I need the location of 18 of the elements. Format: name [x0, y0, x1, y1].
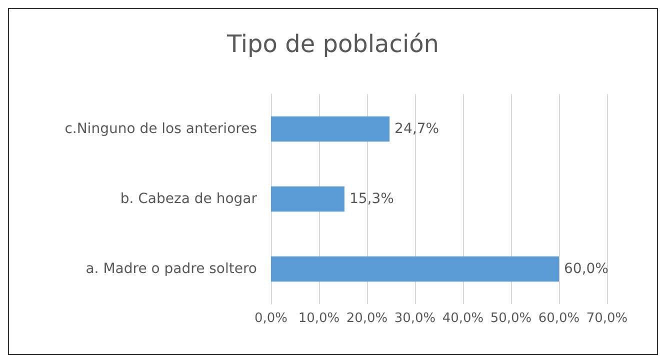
x-tick-label: 0,0%	[254, 311, 288, 326]
y-tick-label: a. Madre o padre soltero	[86, 261, 257, 277]
x-tick-label: 60,0%	[538, 311, 580, 326]
y-tick-label: b. Cabeza de hogar	[120, 191, 258, 207]
x-tick-label: 20,0%	[346, 311, 388, 326]
x-tick-label: 70,0%	[586, 311, 628, 326]
chart-title: Tipo de población	[226, 30, 440, 58]
bar	[271, 256, 559, 282]
x-tick-label: 50,0%	[490, 311, 532, 326]
data-label: 15,3%	[349, 191, 394, 207]
bar	[271, 116, 390, 142]
data-label: 60,0%	[564, 261, 608, 277]
y-tick-label: c.Ninguno de los anteriores	[64, 121, 257, 137]
bar	[271, 186, 344, 212]
data-label: 24,7%	[394, 121, 440, 137]
x-tick-label: 10,0%	[298, 311, 340, 326]
x-tick-label: 30,0%	[394, 311, 436, 326]
x-tick-label: 40,0%	[442, 311, 484, 326]
